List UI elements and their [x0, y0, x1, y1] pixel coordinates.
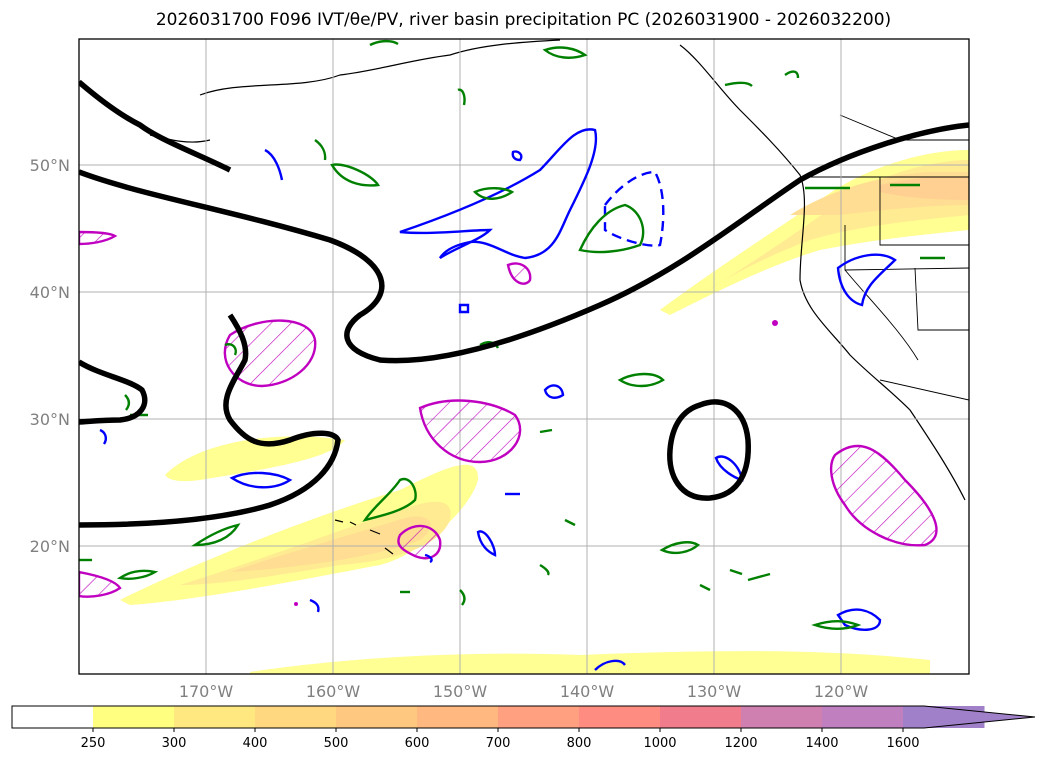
colorbar-extend-arrow: [903, 706, 1035, 728]
colorbar-segment: [93, 706, 175, 728]
hatched-regions: [79, 230, 938, 598]
lat-label-40: 40°N: [30, 283, 70, 302]
colorbar-segment: [498, 706, 580, 728]
colorbar-tick-label: 300: [162, 736, 187, 751]
lon-label-130w: 130°W: [687, 682, 742, 701]
lon-label-140w: 140°W: [560, 682, 615, 701]
ivt-contours: [79, 79, 969, 528]
colorbar-tick-label: 800: [567, 736, 592, 751]
colorbar-tick-label: 250: [81, 736, 106, 751]
colorbar-tick-label: 600: [405, 736, 430, 751]
colorbar: [11, 705, 1036, 729]
colorbar-tick-label: 700: [486, 736, 511, 751]
colorbar-outline: [11, 705, 1036, 729]
lat-label-50: 50°N: [30, 156, 70, 175]
colorbar-segment: [660, 706, 742, 728]
borders: [800, 114, 969, 401]
colorbar-tick-label: 1600: [886, 736, 919, 751]
lat-label-30: 30°N: [30, 410, 70, 429]
colorbar-segment: [336, 706, 418, 728]
colorbar-segment: [417, 706, 499, 728]
map-frame: [78, 38, 970, 675]
colorbar-labels: 250 300 400 500 600 700 800 1000 1200 1400 1600: [81, 728, 920, 751]
colorbar-segment: [255, 706, 337, 728]
lon-label-170w: 170°W: [179, 682, 234, 701]
ivt-shading: [120, 150, 969, 674]
colorbar-tick-label: 1200: [724, 736, 757, 751]
gridlines: [79, 39, 969, 674]
colorbar-segment: [12, 706, 94, 728]
lat-labels: 50°N 40°N 30°N 20°N: [30, 156, 70, 556]
theta-e-contours: [99, 128, 897, 671]
lon-label-160w: 160°W: [306, 682, 361, 701]
colorbar-tick-label: 400: [243, 736, 268, 751]
colorbar-segment: [741, 706, 823, 728]
colorbar-segment: [579, 706, 661, 728]
colorbar-tick-label: 500: [324, 736, 349, 751]
lon-label-150w: 150°W: [433, 682, 488, 701]
colorbar-segment: [822, 706, 904, 728]
lat-label-20: 20°N: [30, 537, 70, 556]
lon-labels: 170°W 160°W 150°W 140°W 130°W 120°W: [179, 682, 869, 701]
colorbar-tick-label: 1400: [805, 736, 838, 751]
lon-label-120w: 120°W: [814, 682, 869, 701]
figure-title: 2026031700 F096 IVT/θe/PV, river basin p…: [155, 10, 892, 30]
colorbar-tick-label: 1000: [643, 736, 676, 751]
colorbar-segment: [174, 706, 256, 728]
